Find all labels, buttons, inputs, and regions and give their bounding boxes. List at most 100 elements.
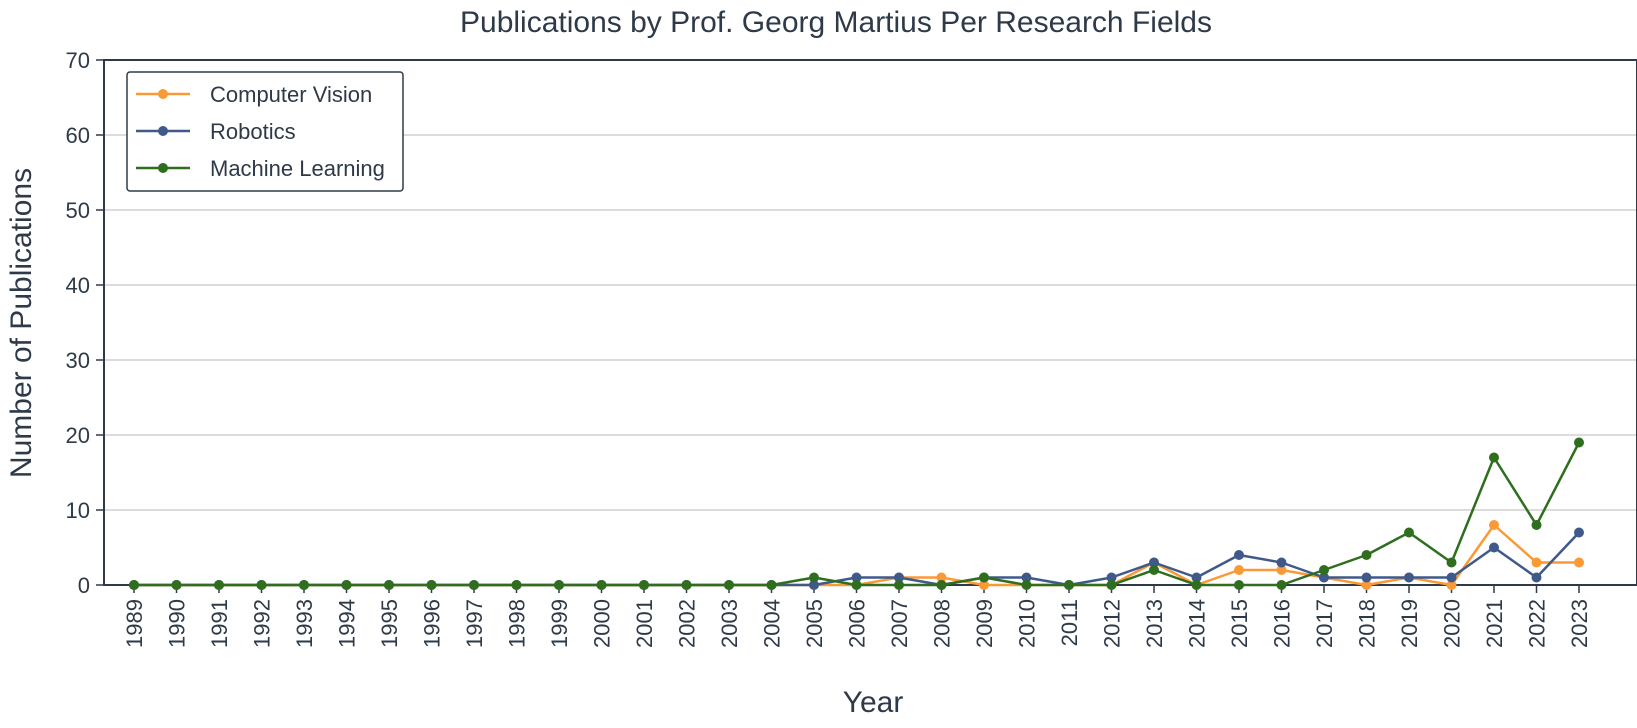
data-point <box>724 580 734 590</box>
x-tick-label: 2011 <box>1057 599 1082 646</box>
data-point <box>469 580 479 590</box>
y-tick-label: 70 <box>66 48 90 73</box>
x-tick-label: 1990 <box>165 599 190 648</box>
data-point <box>1021 572 1032 583</box>
data-point <box>766 580 777 590</box>
data-point <box>1021 580 1032 590</box>
chart-title: Publications by Prof. Georg Martius Per … <box>460 6 1212 39</box>
x-tick-label: 2006 <box>845 599 870 648</box>
data-point <box>851 572 862 583</box>
y-axis: 0 10 20 30 40 50 60 70 <box>66 48 104 598</box>
data-point <box>1531 572 1542 583</box>
data-point <box>1234 550 1244 560</box>
data-point <box>1191 580 1202 590</box>
data-point <box>1361 572 1372 583</box>
data-point <box>1361 550 1372 560</box>
data-point <box>596 580 607 590</box>
x-tick-label: 2019 <box>1397 599 1422 648</box>
data-point <box>936 580 947 590</box>
x-tick-label: 2004 <box>760 599 785 648</box>
y-tick-label: 40 <box>66 273 90 298</box>
x-tick-label: 1992 <box>250 599 275 648</box>
x-tick-label: 2003 <box>717 599 742 648</box>
legend-swatch-marker <box>158 163 168 173</box>
x-tick-label: 1996 <box>420 599 445 648</box>
y-tick-label: 30 <box>66 348 90 373</box>
legend-swatch-marker <box>158 89 168 99</box>
x-axis: 1989 1990 1991 1992 1993 1994 1995 1996 1997 1998… <box>122 585 1592 648</box>
x-tick-label: 2008 <box>930 599 955 648</box>
data-point <box>1531 557 1542 568</box>
y-tick-label: 60 <box>66 123 90 148</box>
x-tick-label: 2013 <box>1142 599 1167 648</box>
x-tick-label: 2012 <box>1100 599 1125 648</box>
x-tick-label: 1998 <box>505 599 530 648</box>
data-point <box>1531 520 1542 530</box>
data-point <box>1574 437 1584 448</box>
data-point <box>1361 580 1372 590</box>
x-tick-label: 2007 <box>887 599 912 648</box>
data-point <box>1574 557 1584 568</box>
data-point <box>1404 527 1414 538</box>
legend: Computer Vision Robotics Machine Learning <box>126 71 404 192</box>
data-point <box>809 580 819 590</box>
data-point <box>256 580 267 590</box>
x-tick-label: 2018 <box>1355 599 1380 648</box>
data-point <box>1106 580 1117 590</box>
x-tick-label: 2016 <box>1270 599 1295 648</box>
data-point <box>1319 565 1329 575</box>
data-point <box>809 572 819 583</box>
data-point <box>1446 557 1457 568</box>
legend-label: Robotics <box>210 119 296 144</box>
x-tick-label: 2023 <box>1567 599 1592 648</box>
data-point <box>894 572 904 583</box>
data-point <box>554 580 564 590</box>
x-tick-label: 1997 <box>462 599 487 648</box>
x-tick-label: 1999 <box>547 599 572 648</box>
x-tick-label: 2020 <box>1440 599 1465 648</box>
legend-item: Computer Vision <box>136 82 372 107</box>
legend-box <box>126 71 404 192</box>
data-point <box>1191 572 1202 583</box>
series-group <box>129 437 1584 590</box>
data-point <box>1276 580 1287 590</box>
y-tick-label: 50 <box>66 198 90 223</box>
legend-label: Computer Vision <box>210 82 372 107</box>
data-point <box>1276 565 1287 575</box>
data-point <box>129 580 139 590</box>
data-point <box>1234 580 1244 590</box>
data-point <box>639 580 649 590</box>
x-tick-label: 1994 <box>335 599 360 648</box>
data-point <box>1446 580 1457 590</box>
data-point <box>1149 557 1159 568</box>
y-tick-label: 0 <box>78 573 90 598</box>
legend-label: Machine Learning <box>210 156 385 181</box>
x-tick-label: 2022 <box>1525 599 1550 648</box>
x-tick-label: 1995 <box>377 599 402 648</box>
data-point <box>1446 572 1457 583</box>
data-point <box>1404 572 1414 583</box>
x-tick-label: 1991 <box>207 599 232 648</box>
x-tick-label: 2005 <box>802 599 827 648</box>
x-axis-label: Year <box>843 686 904 719</box>
series-line <box>134 441 1581 587</box>
x-tick-label: 2017 <box>1312 599 1337 648</box>
data-point <box>936 572 947 583</box>
data-point <box>1149 565 1159 575</box>
data-point <box>214 580 224 590</box>
data-point <box>1064 580 1074 590</box>
data-point <box>1234 565 1244 575</box>
x-tick-label: 2001 <box>632 599 657 648</box>
x-tick-label: 2002 <box>675 599 700 648</box>
data-point <box>894 580 904 590</box>
y-axis-label: Number of Publications <box>5 168 38 478</box>
data-point <box>341 580 352 590</box>
data-point <box>299 580 309 590</box>
x-tick-label: 1989 <box>122 599 147 648</box>
data-point <box>1489 542 1499 553</box>
x-tick-label: 1993 <box>292 599 317 648</box>
x-tick-label: 2009 <box>972 599 997 648</box>
x-tick-label: 2015 <box>1227 599 1252 648</box>
data-point <box>426 580 437 590</box>
data-point <box>979 580 989 590</box>
